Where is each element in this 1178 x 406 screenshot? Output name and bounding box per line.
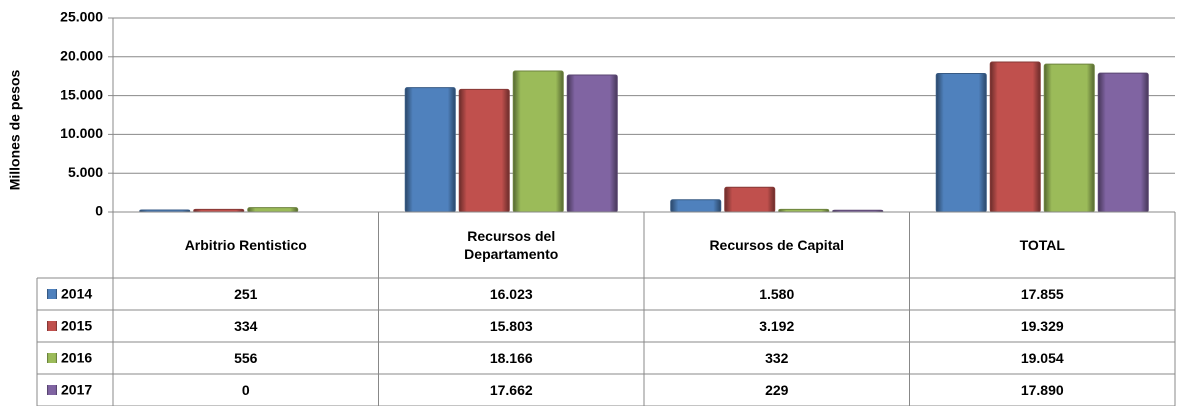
bar: [512, 70, 564, 213]
table-value: 0: [241, 382, 250, 398]
y-tick-label: 20.000: [60, 48, 103, 64]
table-value: 332: [765, 350, 789, 366]
legend-key: [47, 321, 57, 331]
table-value: 19.329: [1020, 318, 1064, 334]
bar: [1043, 63, 1095, 213]
legend-label: 2016: [61, 350, 92, 366]
table-value: 1.580: [759, 286, 795, 302]
table-value: 334: [234, 318, 258, 334]
bar: [670, 199, 722, 213]
y-tick-label: 5.000: [68, 164, 103, 180]
bar: [935, 72, 987, 213]
legend-key: [47, 353, 57, 363]
table-value: 17.855: [1020, 286, 1064, 302]
table-value: 229: [765, 382, 789, 398]
legend-label: 2017: [61, 382, 92, 398]
legend-key: [47, 385, 57, 395]
legend-key: [47, 289, 57, 299]
category-label: Arbitrio Rentistico: [184, 237, 307, 253]
y-axis-title: Millones de pesos: [7, 69, 23, 190]
legend-label: 2015: [61, 318, 92, 334]
bar: [1097, 72, 1149, 213]
table-value: 17.662: [489, 382, 533, 398]
y-tick-label: 0: [95, 203, 103, 219]
bar: [989, 61, 1041, 213]
category-label: TOTAL: [1019, 237, 1065, 253]
table-value: 15.803: [489, 318, 533, 334]
legend-label: 2014: [61, 286, 92, 302]
category-label: Recursos del Departamento: [464, 228, 559, 262]
y-tick-label: 15.000: [60, 86, 103, 102]
table-value: 16.023: [489, 286, 533, 302]
bar: [404, 87, 456, 213]
table-value: 3.192: [759, 318, 795, 334]
table-value: 556: [234, 350, 258, 366]
category-label: Recursos de Capital: [709, 237, 845, 253]
bar: [724, 186, 776, 213]
table-value: 251: [234, 286, 258, 302]
table-value: 19.054: [1020, 350, 1064, 366]
table-value: 18.166: [489, 350, 533, 366]
bar: [458, 88, 510, 213]
y-tick-label: 25.000: [60, 9, 103, 25]
bar: [566, 74, 618, 213]
y-tick-label: 10.000: [60, 125, 103, 141]
table-value: 17.890: [1020, 382, 1064, 398]
